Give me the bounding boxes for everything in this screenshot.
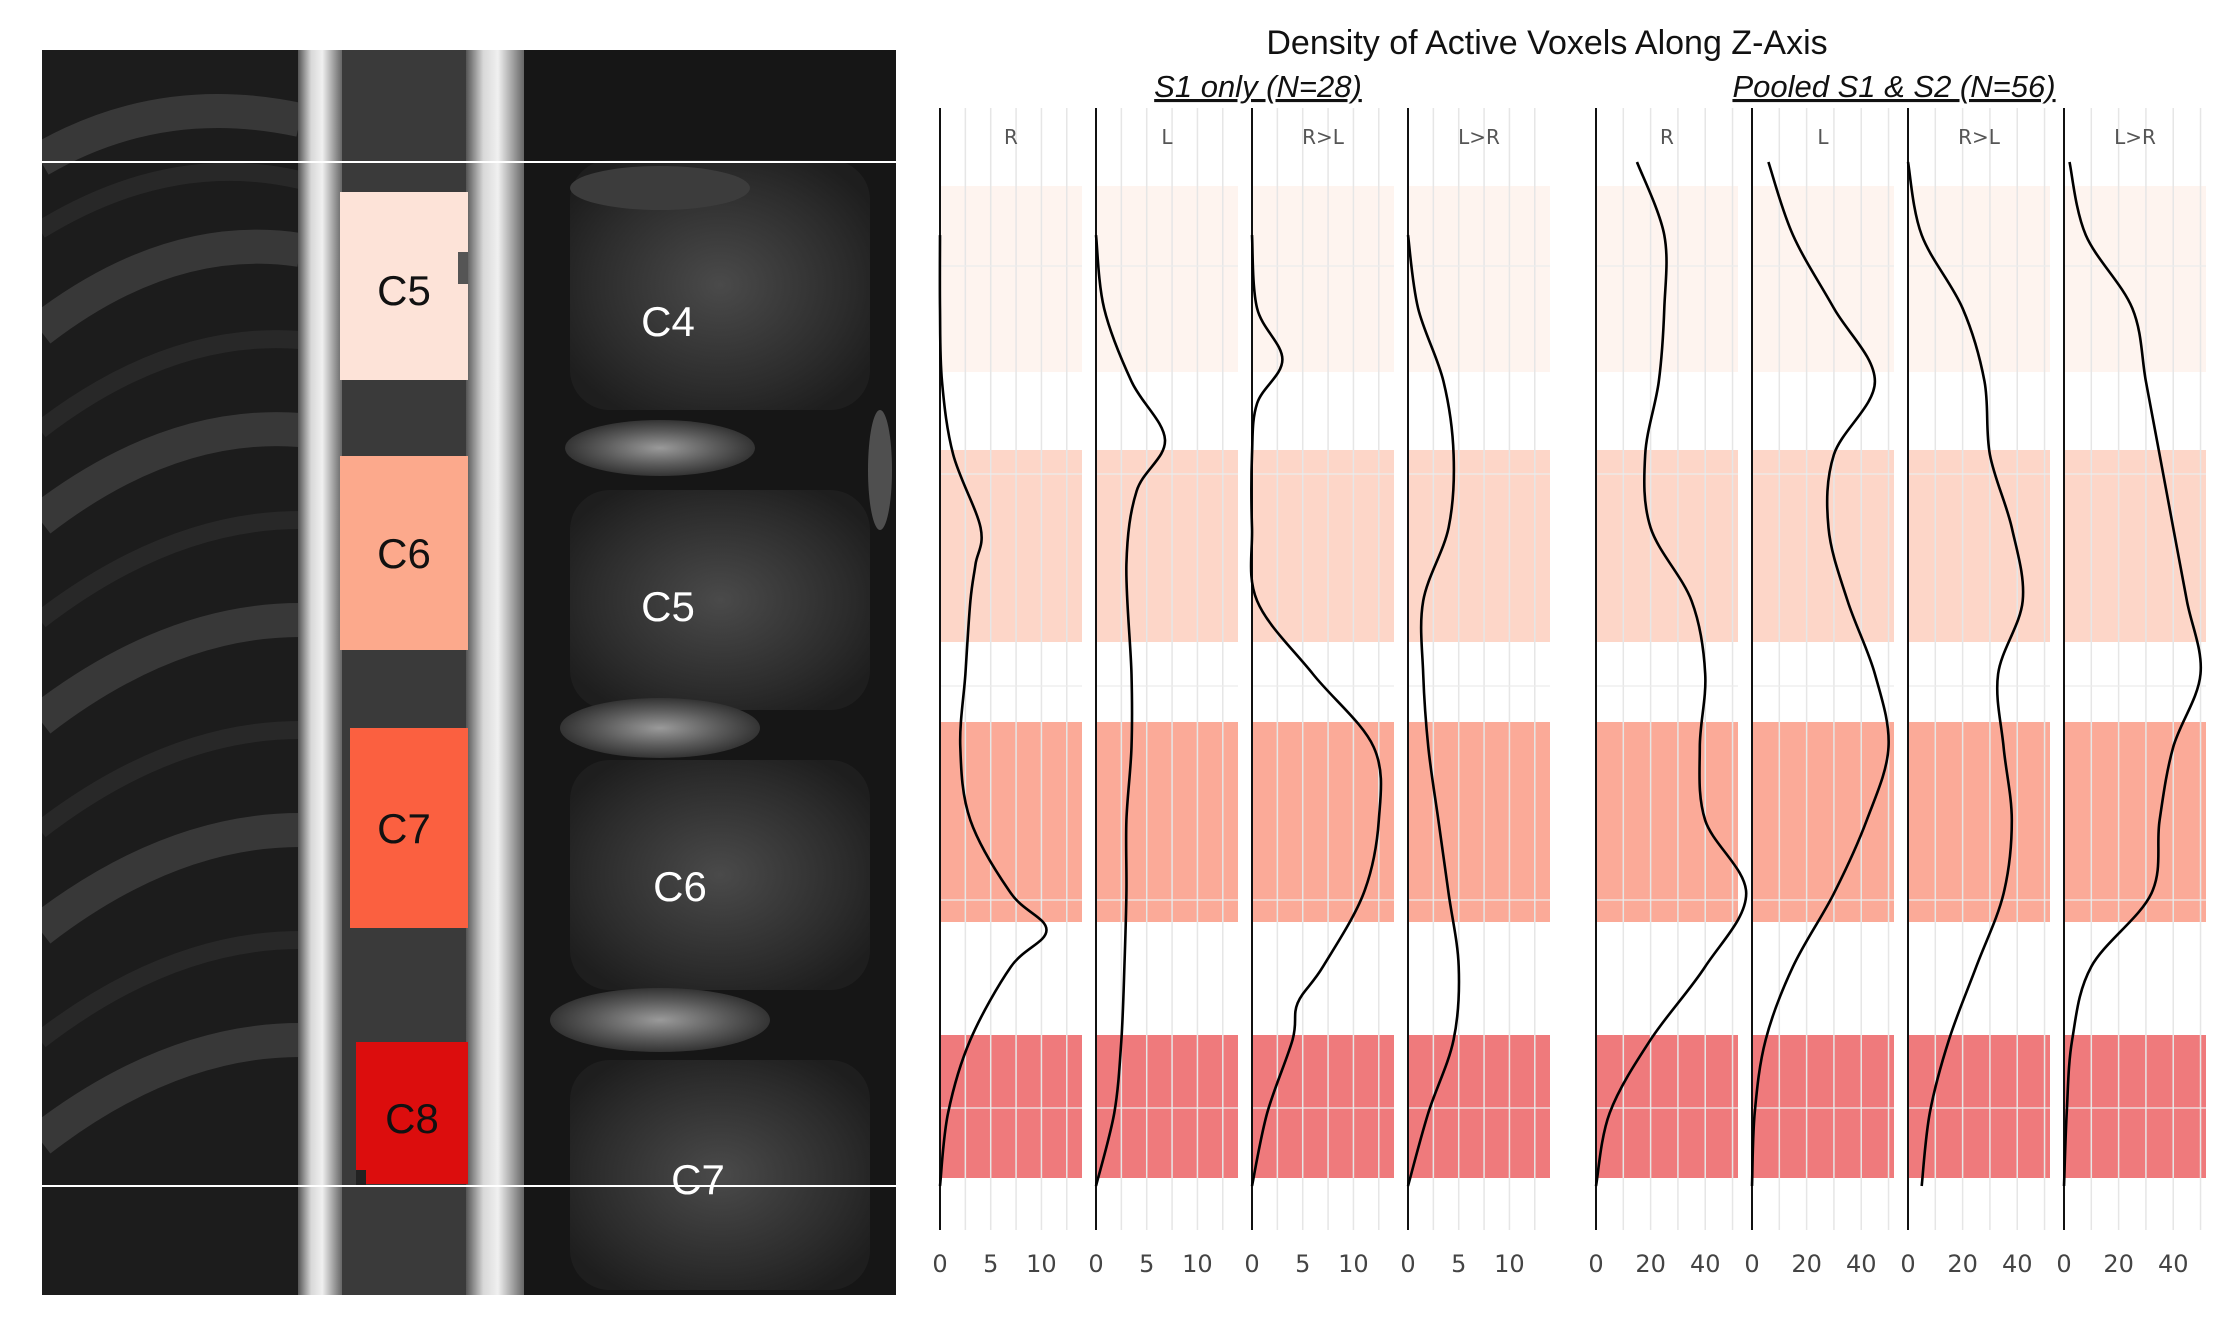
density-curve [1094, 234, 1167, 1187]
x-tick-label: 10 [1338, 1250, 1369, 1278]
segment-band [1596, 450, 1738, 642]
segment-band [1596, 722, 1738, 922]
segment-label-c8: C8 [385, 1095, 439, 1142]
segment-band [1252, 186, 1394, 372]
mri-image: C5 C6 C7 C8 C4 C5 C6 C7 [42, 50, 896, 1295]
x-tick-label: 0 [1900, 1250, 1915, 1278]
x-tick-label: 20 [1635, 1250, 1666, 1278]
density-curve [1249, 235, 1383, 1187]
segment-band [940, 186, 1082, 372]
segment-band [1252, 450, 1394, 642]
density-curve [1906, 161, 2025, 1187]
x-tick-label: 20 [2103, 1250, 2134, 1278]
segment-box-c6 [340, 456, 468, 650]
panel-label: R>L [1302, 125, 1345, 149]
panel-label: R [1004, 125, 1018, 149]
panel-s1-lgtr: L>R 0 5 10 [1400, 108, 1550, 1278]
panel-label: L [1817, 125, 1829, 149]
panel-pooled-l: L 0 20 40 [1744, 108, 1894, 1278]
density-curve [938, 235, 1048, 1187]
segment-band [1752, 1035, 1894, 1178]
segment-band [2064, 1035, 2206, 1178]
density-curve [1594, 161, 1748, 1187]
panel-label: R [1660, 125, 1674, 149]
x-tick-label: 10 [1026, 1250, 1057, 1278]
vertebra-label-c4: C4 [641, 298, 695, 345]
segment-band [1096, 186, 1238, 372]
x-tick-label: 5 [1139, 1250, 1154, 1278]
panel-label: L [1161, 125, 1173, 149]
segment-band [1096, 1035, 1238, 1178]
segment-band [1408, 722, 1550, 922]
segment-box-c5 [340, 192, 468, 380]
panel-s1-l: L 0 5 10 [1088, 108, 1238, 1278]
segment-band [1596, 1035, 1738, 1178]
x-tick-label: 40 [1846, 1250, 1877, 1278]
x-tick-label: 0 [1588, 1250, 1603, 1278]
segment-label-c5: C5 [377, 267, 431, 314]
segment-band [940, 1035, 1082, 1178]
chart-title: Density of Active Voxels Along Z-Axis [1266, 24, 1827, 62]
x-tick-label: 10 [1494, 1250, 1525, 1278]
density-curve [1406, 234, 1461, 1187]
x-tick-label: 40 [1690, 1250, 1721, 1278]
x-tick-label: 0 [1744, 1250, 1759, 1278]
x-tick-label: 40 [2158, 1250, 2189, 1278]
x-tick-label: 0 [1400, 1250, 1415, 1278]
x-tick-label: 20 [1791, 1250, 1822, 1278]
segment-band [1252, 722, 1394, 922]
segment-band [1908, 450, 2050, 642]
segment-band [1408, 186, 1550, 372]
segment-band [1408, 450, 1550, 642]
x-tick-label: 5 [983, 1250, 998, 1278]
density-panels: R 0 5 10 L 0 5 10 R>L 0 5 10 L>R 0 5 10 R 0 20 40 L 0 20 40 R>L 0… [932, 108, 2206, 1278]
segment-band [1908, 1035, 2050, 1178]
segment-band [1752, 186, 1894, 372]
segment-band [1096, 722, 1238, 922]
x-tick-label: 20 [1947, 1250, 1978, 1278]
segment-band [1752, 450, 1894, 642]
segment-label-c7: C7 [377, 805, 431, 852]
x-tick-label: 40 [2002, 1250, 2033, 1278]
segment-band [2064, 186, 2206, 372]
group-title-pooled: Pooled S1 & S2 (N=56) [1732, 69, 2055, 104]
panel-label: L>R [2114, 125, 2156, 149]
x-tick-label: 10 [1182, 1250, 1213, 1278]
x-tick-label: 0 [1244, 1250, 1259, 1278]
vertebra-label-c5: C5 [641, 583, 695, 630]
panel-s1-rgtl: R>L 0 5 10 [1244, 108, 1394, 1278]
segment-band [1096, 450, 1238, 642]
panel-label: L>R [1458, 125, 1500, 149]
segment-band [2064, 450, 2206, 642]
vertebra-label-c7: C7 [671, 1156, 725, 1203]
panel-pooled-rgtl: R>L 0 20 40 [1900, 108, 2050, 1278]
x-tick-label: 0 [932, 1250, 947, 1278]
segment-band [2064, 722, 2206, 922]
x-tick-label: 0 [1088, 1250, 1103, 1278]
x-tick-label: 5 [1295, 1250, 1310, 1278]
segment-label-c6: C6 [377, 530, 431, 577]
group-title-s1: S1 only (N=28) [1154, 69, 1362, 104]
panel-pooled-r: R 0 20 40 [1588, 108, 1748, 1278]
panel-label: R>L [1958, 125, 2001, 149]
density-curve [1750, 161, 1890, 1187]
segment-band [940, 722, 1082, 922]
panel-pooled-lgtr: L>R 0 20 40 [2056, 108, 2206, 1278]
x-tick-label: 0 [2056, 1250, 2071, 1278]
vertebra-label-c6: C6 [653, 863, 707, 910]
segment-band [1908, 186, 2050, 372]
density-curve [2062, 161, 2203, 1187]
segment-band [1252, 1035, 1394, 1178]
segment-band [1908, 722, 2050, 922]
segment-box-c8 [356, 1042, 468, 1184]
panel-s1-r: R 0 5 10 [932, 108, 1082, 1278]
segment-box-c7 [350, 728, 468, 928]
segment-band [1752, 722, 1894, 922]
x-tick-label: 5 [1451, 1250, 1466, 1278]
